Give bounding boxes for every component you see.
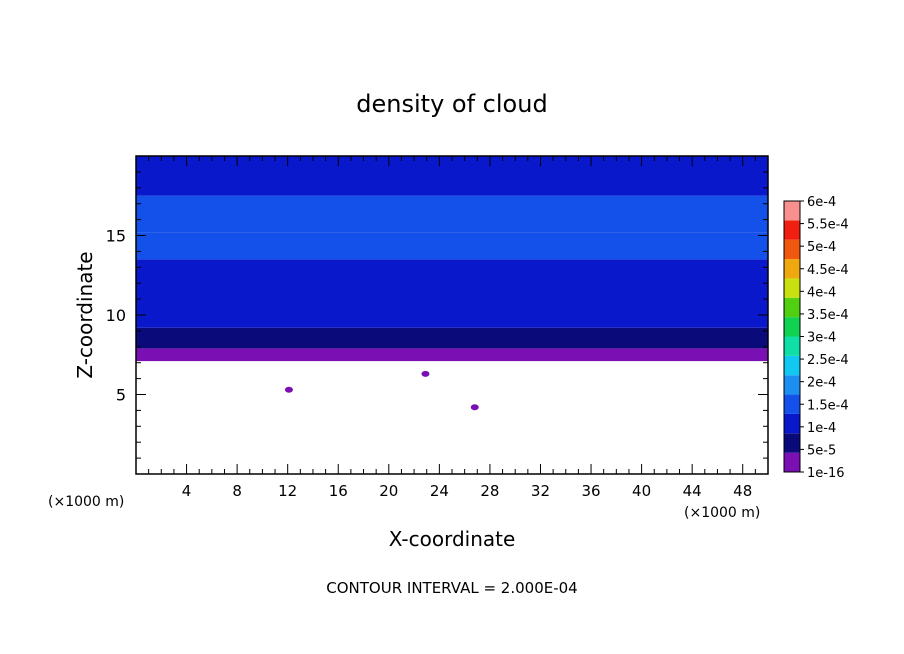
cloud-patch (284, 386, 293, 393)
contour-interval-note: CONTOUR INTERVAL = 2.000E-04 (326, 579, 577, 597)
colorbar-swatch (784, 220, 800, 240)
y-tick-label: 5 (116, 386, 126, 405)
x-tick-label: 36 (581, 482, 600, 500)
x-tick-label: 32 (531, 482, 550, 500)
x-tick-label: 20 (379, 482, 398, 500)
y-axis: 5 10 15 (106, 171, 768, 459)
cloud-band (136, 232, 768, 260)
cloud-patch (421, 370, 430, 377)
x-tick-label: 28 (480, 482, 499, 500)
colorbar-label: 3.5e-4 (807, 308, 849, 323)
colorbar-swatch (784, 297, 800, 318)
x-tick-label: 4 (182, 482, 192, 500)
colorbar-swatch (784, 452, 800, 472)
cloud-band (136, 156, 768, 196)
colorbar-swatch (784, 259, 800, 279)
colorbar-label: 5.5e-4 (807, 218, 849, 233)
colorbar-label: 5e-5 (807, 443, 836, 458)
chart-title: density of cloud (356, 90, 547, 118)
colorbar-label: 3e-4 (807, 331, 836, 346)
colorbar-swatch (784, 201, 800, 221)
colorbar-label: 4e-4 (807, 285, 836, 300)
x-tick-label: 48 (733, 482, 752, 500)
colorbar-label: 1e-16 (807, 466, 845, 481)
colorbar-label: 2e-4 (807, 376, 836, 391)
colorbar-swatch (784, 433, 800, 453)
colorbar-label: 1e-4 (807, 421, 836, 436)
colorbar: 1e-16 5e-5 1e-4 1.5e-4 2e-4 2.5e-4 3e-4 3.5e-4 4… (783, 195, 849, 481)
colorbar-swatch (784, 394, 800, 414)
x-unit-label: (×1000 m) (684, 505, 760, 521)
colorbar-label: 5e-4 (807, 240, 836, 255)
x-axis: 4 8 12 16 20 24 28 32 36 40 44 48 (148, 156, 756, 500)
colorbar-label: 4.5e-4 (807, 263, 849, 278)
colorbar-swatch (784, 336, 800, 356)
colorbar-label: 1.5e-4 (807, 398, 849, 413)
cloud-band (136, 195, 768, 233)
colorbar-swatch (784, 317, 800, 337)
x-axis-label: X-coordinate (389, 527, 516, 551)
cloud-band (136, 348, 768, 362)
colorbar-swatch (784, 239, 800, 260)
colorbar-swatch (784, 413, 800, 434)
x-tick-label: 24 (430, 482, 449, 500)
x-tick-label: 16 (329, 482, 348, 500)
x-tick-label: 44 (683, 482, 702, 500)
cloud-patch (470, 404, 479, 411)
colorbar-label: 6e-4 (807, 195, 836, 210)
y-unit-label: (×1000 m) (48, 494, 124, 510)
y-tick-label: 10 (106, 306, 126, 325)
colorbar-swatch (784, 278, 800, 298)
colorbar-swatch (784, 375, 800, 395)
colorbar-swatch (784, 355, 800, 376)
x-tick-label: 8 (232, 482, 242, 500)
y-axis-label: Z-coordinate (73, 251, 97, 378)
cloud-band (136, 327, 768, 349)
colorbar-label: 2.5e-4 (807, 353, 849, 368)
x-tick-label: 40 (632, 482, 651, 500)
y-tick-label: 15 (106, 227, 126, 246)
cloud-band (136, 259, 768, 328)
x-tick-label: 12 (278, 482, 297, 500)
plot-area (136, 156, 768, 474)
